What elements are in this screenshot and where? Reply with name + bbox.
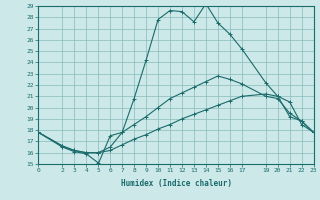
X-axis label: Humidex (Indice chaleur): Humidex (Indice chaleur)	[121, 179, 231, 188]
